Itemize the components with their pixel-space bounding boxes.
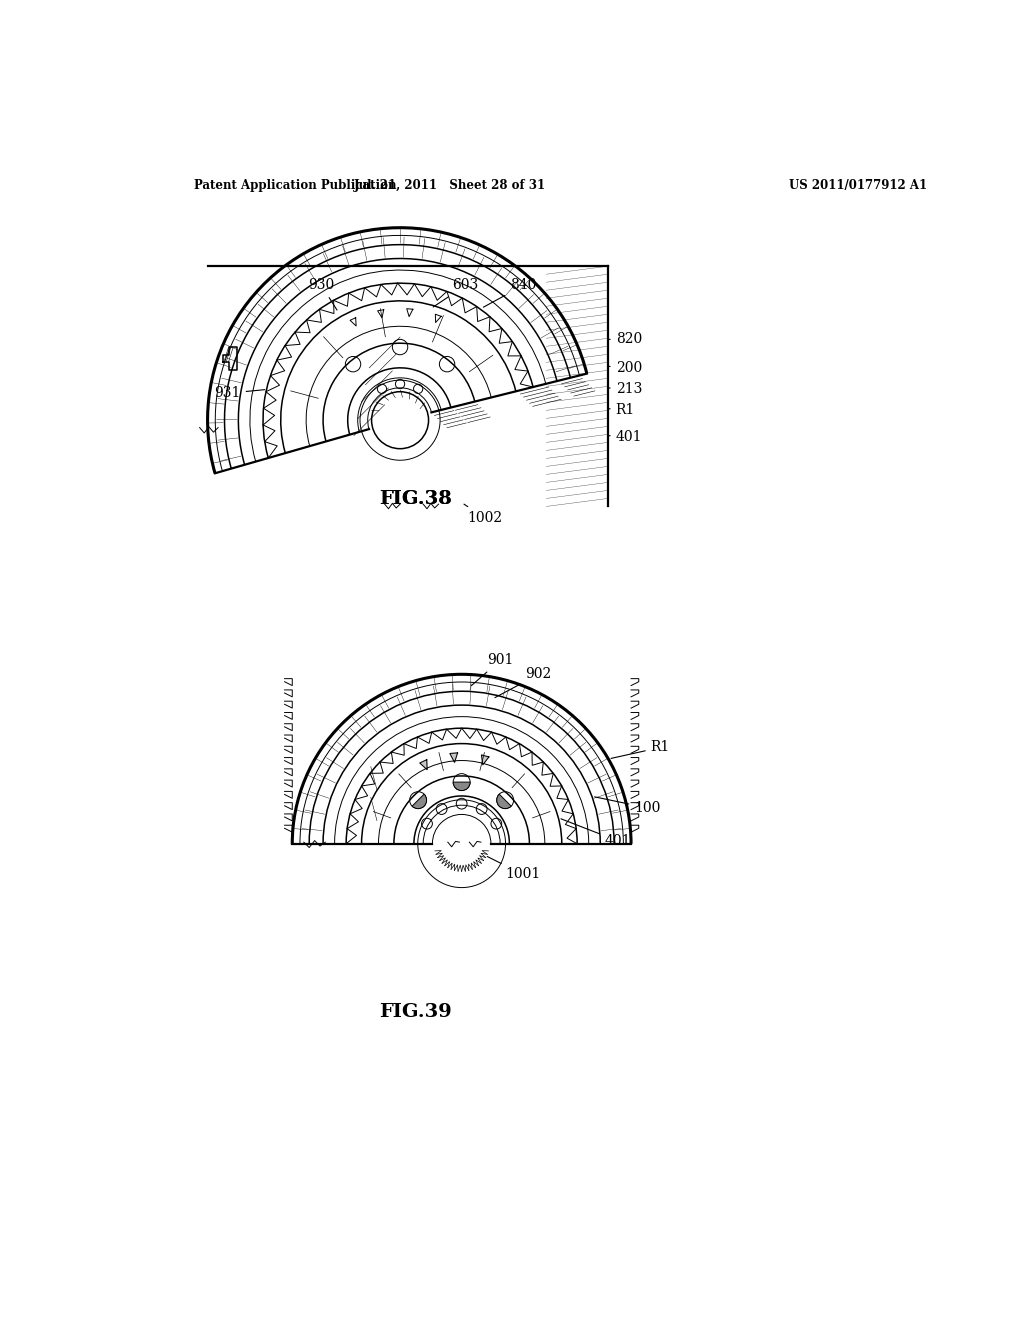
Text: 931: 931 xyxy=(214,387,265,400)
Text: Jul. 21, 2011   Sheet 28 of 31: Jul. 21, 2011 Sheet 28 of 31 xyxy=(354,178,546,191)
Text: 901: 901 xyxy=(471,653,513,685)
Text: 213: 213 xyxy=(608,383,642,396)
Wedge shape xyxy=(412,795,427,809)
Text: 603: 603 xyxy=(433,279,478,308)
Polygon shape xyxy=(481,755,488,764)
Text: 100: 100 xyxy=(595,797,660,814)
Text: Patent Application Publication: Patent Application Publication xyxy=(194,178,396,191)
Wedge shape xyxy=(497,795,511,809)
Text: 401: 401 xyxy=(608,430,642,444)
Text: 902: 902 xyxy=(495,668,552,698)
Text: R1: R1 xyxy=(608,403,635,417)
Polygon shape xyxy=(450,752,458,763)
Text: US 2011/0177912 A1: US 2011/0177912 A1 xyxy=(788,178,927,191)
Text: FIG.38: FIG.38 xyxy=(379,490,452,508)
Text: 840: 840 xyxy=(483,279,537,308)
Text: 1002: 1002 xyxy=(464,504,503,525)
Text: 820: 820 xyxy=(608,333,642,346)
Text: R1: R1 xyxy=(611,741,670,759)
Text: 930: 930 xyxy=(308,279,337,310)
Polygon shape xyxy=(420,760,427,770)
Text: FIG.38: FIG.38 xyxy=(379,490,452,508)
Text: 401: 401 xyxy=(561,818,631,847)
Text: 1001: 1001 xyxy=(487,857,541,882)
Wedge shape xyxy=(454,781,470,791)
Text: 200: 200 xyxy=(608,360,642,375)
Text: FIG.39: FIG.39 xyxy=(379,1003,452,1020)
